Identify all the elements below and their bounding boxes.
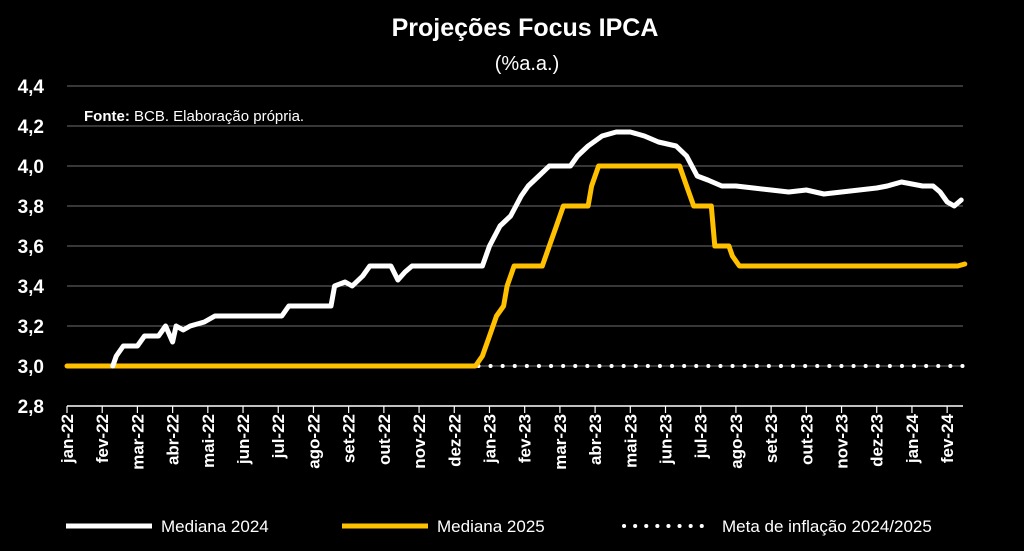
chart-title: Projeções Focus IPCA	[392, 14, 659, 42]
legend-label-mediana-2024: Mediana 2024	[161, 517, 269, 536]
x-tick-label: dez-22	[445, 414, 464, 467]
x-tick-label: abr-23	[586, 414, 605, 465]
x-tick-label: jun-23	[657, 414, 676, 465]
series-line-mediana-2025	[64, 163, 968, 369]
x-tick-label: fev-22	[93, 414, 112, 463]
x-tick-label: jul-22	[269, 414, 288, 459]
x-tick-label: nov-22	[410, 414, 429, 469]
x-tick-label: mar-23	[551, 414, 570, 470]
x-axis-ticks: jan-22 fev-22 mar-22 abr-22 mai-22 jun-22 jul-…	[58, 406, 957, 470]
chart-subtitle: (%a.a.)	[495, 53, 559, 75]
x-tick-label: jun-22	[234, 414, 253, 465]
x-tick-label: ago-22	[304, 414, 323, 469]
x-tick-label: jan-23	[480, 414, 499, 464]
series-lines	[64, 129, 968, 369]
x-tick-label: nov-23	[833, 414, 852, 469]
x-tick-label: abr-22	[164, 414, 183, 465]
legend-label-meta: Meta de inflação 2024/2025	[722, 517, 932, 536]
x-tick-label: jul-23	[692, 414, 711, 459]
x-tick-label: jan-24	[903, 413, 922, 464]
x-tick-label: jan-22	[58, 414, 77, 464]
source-label: Fonte:	[84, 108, 130, 125]
y-tick-label: 4,0	[18, 157, 44, 178]
y-tick-label: 3,8	[18, 197, 44, 218]
y-tick-label: 3,4	[18, 277, 45, 298]
x-tick-label: ago-23	[727, 414, 746, 469]
x-tick-label: mai-23	[621, 414, 640, 468]
x-tick-label: set-22	[340, 414, 359, 463]
x-tick-label: set-23	[762, 414, 781, 463]
x-tick-label: out-22	[375, 414, 394, 465]
y-tick-label: 2,8	[18, 397, 44, 418]
x-tick-label: fev-23	[516, 414, 535, 463]
y-tick-label: 3,2	[18, 317, 44, 338]
y-axis-ticks: 2,8 3,0 3,2 3,4 3,6 3,8 4,0 4,2 4,4	[18, 77, 45, 418]
y-tick-label: 3,0	[18, 357, 44, 378]
legend-label-mediana-2025: Mediana 2025	[437, 517, 545, 536]
source-note: Fonte: BCB. Elaboração própria.	[84, 108, 304, 125]
x-tick-label: mar-22	[128, 414, 147, 470]
x-tick-label: fev-24	[938, 413, 957, 463]
source-text: BCB. Elaboração própria.	[130, 108, 304, 125]
y-tick-label: 3,6	[18, 237, 44, 258]
y-tick-label: 4,2	[18, 117, 44, 138]
x-tick-label: out-23	[797, 414, 816, 465]
y-tick-label: 4,4	[18, 77, 45, 98]
x-tick-label: mai-22	[199, 414, 218, 468]
legend: Mediana 2024 Mediana 2025 Meta de inflaç…	[66, 517, 932, 536]
series-line-mediana-2024	[110, 129, 964, 369]
x-tick-label: dez-23	[868, 414, 887, 467]
